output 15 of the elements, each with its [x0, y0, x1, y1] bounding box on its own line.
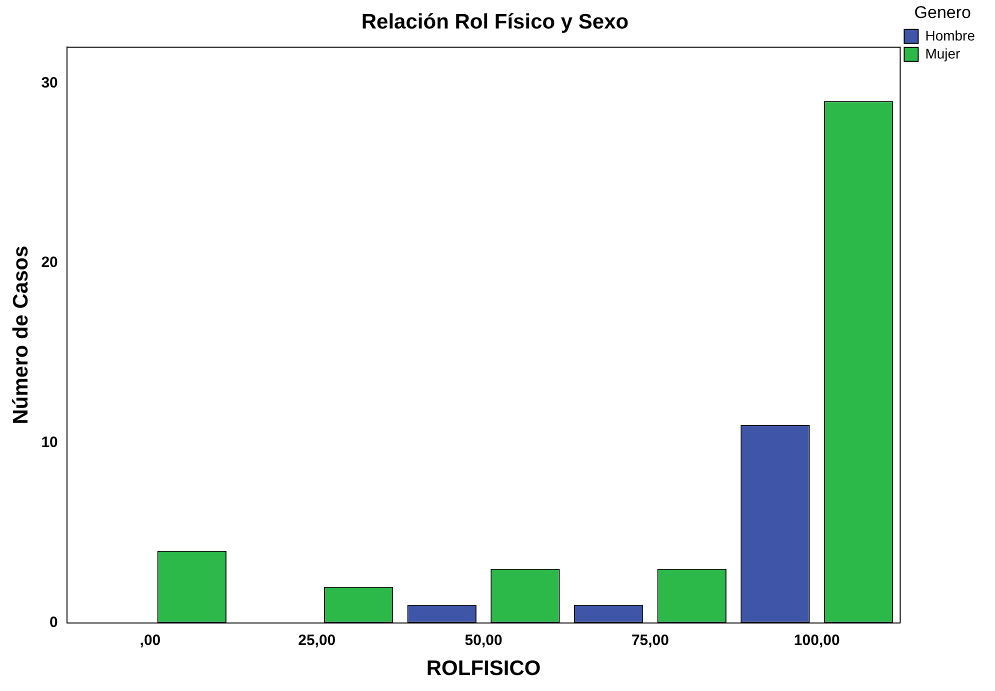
x-tick-label: ,00 [140, 632, 161, 649]
y-tick-label: 20 [41, 254, 58, 272]
x-tick-label: 75,00 [631, 632, 669, 649]
chart-title: Relación Rol Físico y Sexo [361, 10, 629, 34]
legend-label: Hombre [925, 27, 976, 44]
legend-title: Genero [914, 3, 971, 22]
y-tick-label: 10 [41, 434, 58, 452]
y-tick-label: 0 [50, 614, 58, 631]
y-axis-title: Número de Casos [9, 246, 32, 424]
x-tick-label: 25,00 [298, 632, 336, 649]
y-tick-label: 30 [41, 74, 58, 92]
x-tick-label: 100,00 [794, 632, 840, 649]
x-tick-label: 50,00 [464, 632, 502, 649]
legend-label: Mujer [925, 45, 961, 62]
x-axis-title: ROLFISICO [426, 657, 541, 680]
